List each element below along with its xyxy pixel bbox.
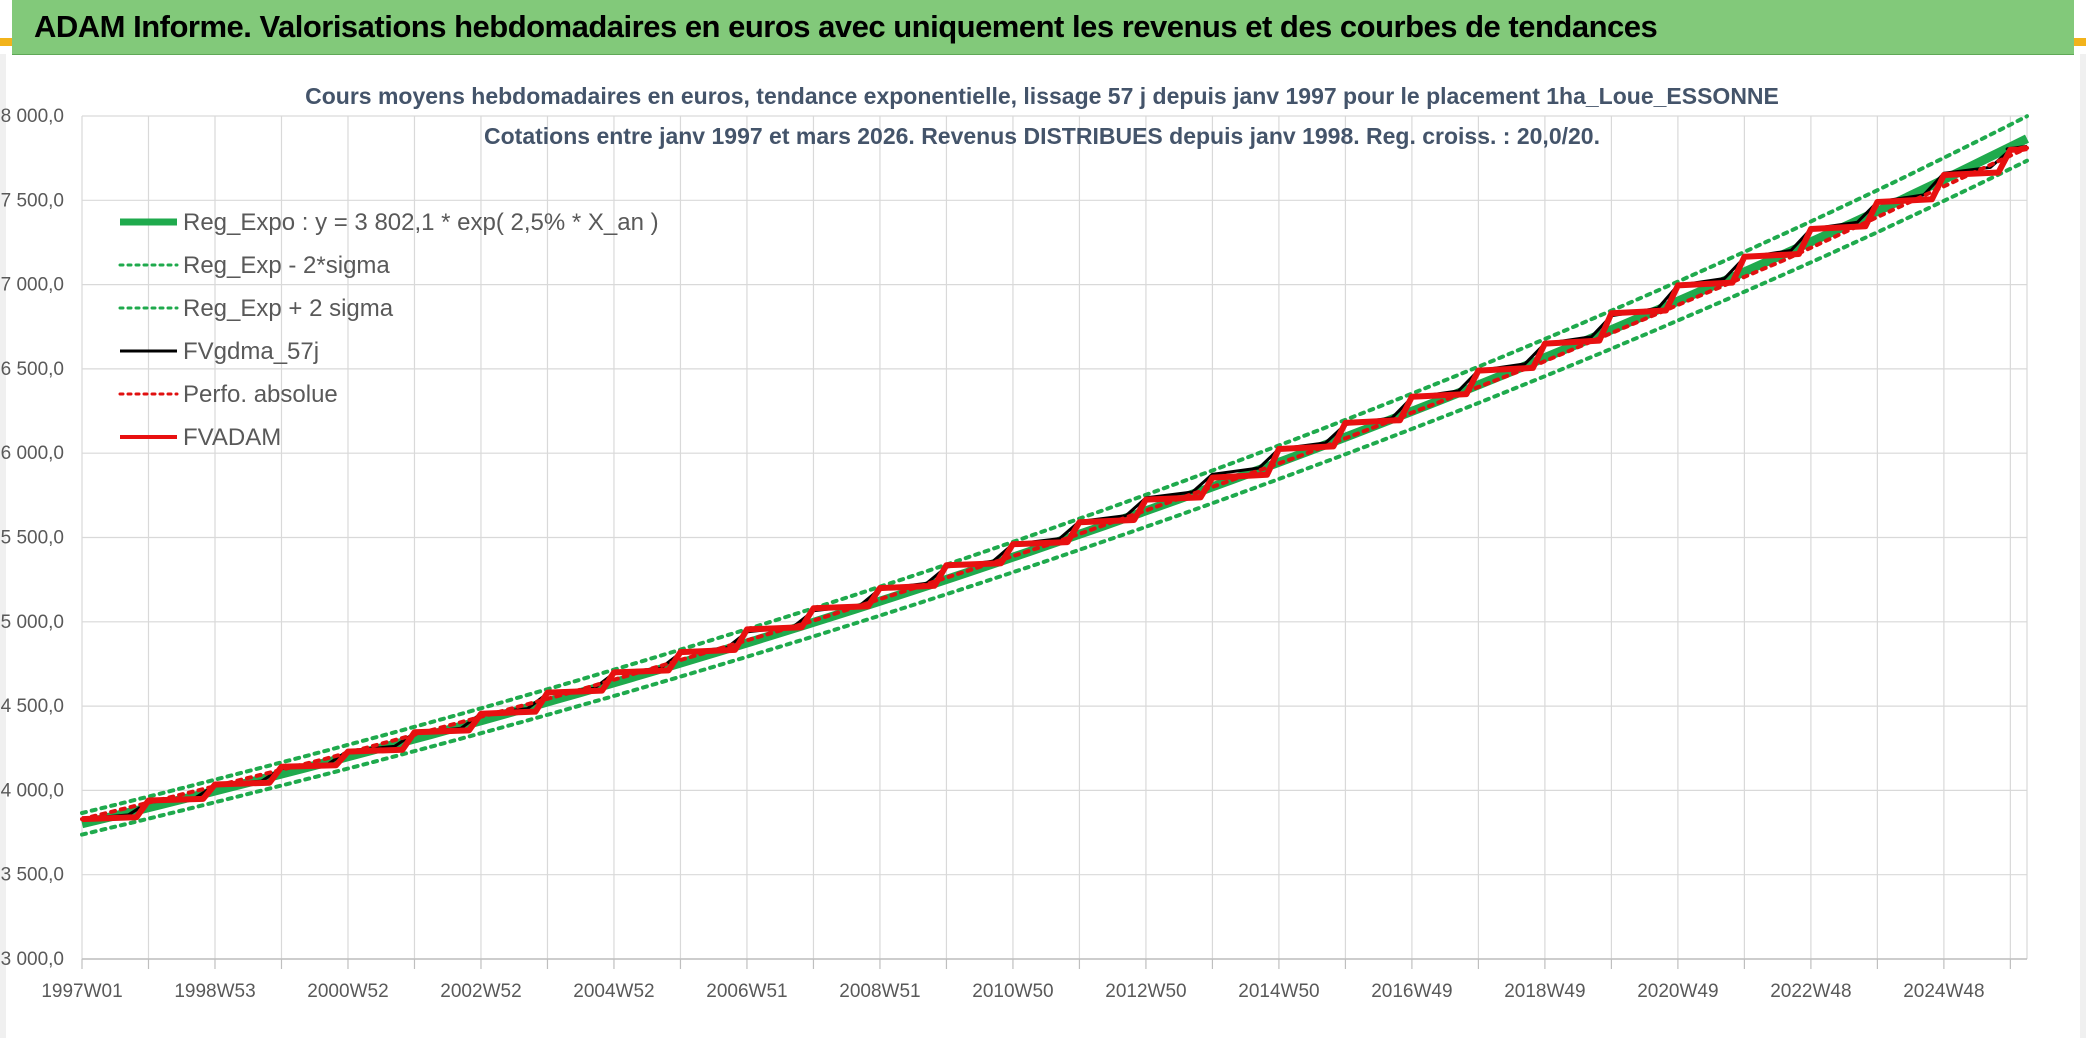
y-tick-label: 4 000,0	[1, 780, 64, 801]
x-axis: 1997W01 1998W53 2000W52 2002W52 2004W52 2006W…	[41, 958, 2027, 1002]
y-axis: 3 000,0 3 500,0 4 000,0 4 500,0 5 000,0 5 500…	[1, 106, 64, 970]
y-tick-label: 4 500,0	[1, 696, 64, 717]
y-tick-label: 6 500,0	[1, 359, 64, 380]
x-tick-label: 2006W51	[706, 981, 787, 1002]
x-tick-label: 1997W01	[41, 981, 122, 1002]
x-tick-label: 2008W51	[839, 981, 920, 1002]
chart-title: Cours moyens hebdomadaires en euros, ten…	[305, 83, 1779, 109]
x-tick-label: 2014W50	[1238, 981, 1319, 1002]
legend-label: Perfo. absolue	[183, 381, 338, 408]
y-tick-label: 5 500,0	[1, 528, 64, 549]
y-tick-label: 7 500,0	[1, 190, 64, 211]
x-tick-label: 2022W48	[1770, 981, 1851, 1002]
y-tick-label: 5 000,0	[1, 612, 64, 633]
x-tick-label: 2002W52	[440, 981, 521, 1002]
frame-edge	[0, 54, 6, 1038]
chart-legend: Reg_Expo : y = 3 802,1 * exp( 2,5% * X_a…	[118, 209, 659, 451]
title-banner: ADAM Informe. Valorisations hebdomadaire…	[12, 0, 2074, 55]
grid-lines	[81, 115, 2028, 960]
x-tick-label: 2020W49	[1637, 981, 1718, 1002]
series-lines	[80, 114, 2030, 837]
corner-marker	[0, 38, 12, 46]
legend-label: FVgdma_57j	[183, 338, 319, 365]
legend-label: Reg_Expo : y = 3 802,1 * exp( 2,5% * X_a…	[183, 209, 659, 236]
legend-label: Reg_Exp - 2*sigma	[183, 252, 390, 279]
series-line	[81, 145, 2028, 823]
series-line	[81, 144, 2028, 821]
x-tick-label: 1998W53	[174, 981, 255, 1002]
corner-marker	[2074, 38, 2086, 46]
y-tick-label: 6 000,0	[1, 443, 64, 464]
x-tick-label: 2016W49	[1371, 981, 1452, 1002]
page-title: ADAM Informe. Valorisations hebdomadaire…	[34, 9, 1658, 44]
series-line	[80, 114, 2029, 815]
y-tick-label: 3 000,0	[1, 949, 64, 970]
series-line	[80, 134, 2030, 829]
series-line	[80, 146, 2029, 822]
chart-subtitle: Cotations entre janv 1997 et mars 2026. …	[484, 123, 1600, 149]
y-tick-label: 7 000,0	[1, 275, 64, 296]
line-chart: 3 000,0 3 500,0 4 000,0 4 500,0 5 000,0 5 500…	[1, 83, 2030, 1002]
y-tick-label: 3 500,0	[1, 865, 64, 886]
legend-label: Reg_Exp + 2 sigma	[183, 295, 394, 322]
x-tick-label: 2010W50	[972, 981, 1053, 1002]
x-tick-label: 2012W50	[1105, 981, 1186, 1002]
x-tick-label: 2004W52	[573, 981, 654, 1002]
frame-edge	[2080, 54, 2086, 1038]
legend-label: FVADAM	[183, 424, 281, 451]
chart-area: 3 000,0 3 500,0 4 000,0 4 500,0 5 000,0 5 500…	[0, 54, 2086, 1038]
x-tick-label: 2024W48	[1903, 981, 1984, 1002]
y-tick-label: 8 000,0	[1, 106, 64, 127]
x-tick-label: 2018W49	[1504, 981, 1585, 1002]
series-line	[80, 158, 2029, 837]
x-tick-label: 2000W52	[307, 981, 388, 1002]
